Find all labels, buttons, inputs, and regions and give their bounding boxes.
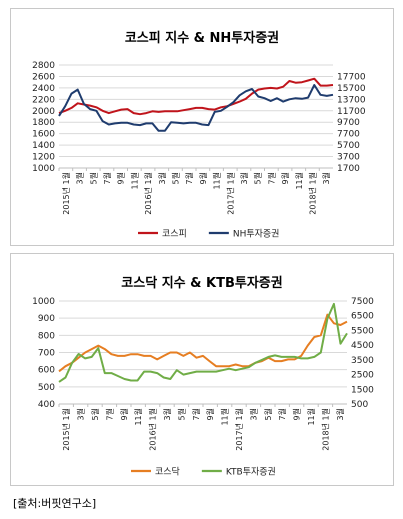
x-tick-label: 7월 — [191, 408, 201, 420]
x-tick-label: 3월 — [321, 172, 331, 184]
x-tick-label: 2017년 1월 — [234, 408, 244, 451]
x-tick-label: 2015년 1월 — [61, 408, 71, 451]
x-tick-label: 3월 — [157, 172, 167, 184]
legend-label: 코스닥 — [155, 467, 180, 478]
x-tick-label: 11월 — [306, 408, 316, 426]
x-tick-label: 2017년 1월 — [225, 172, 235, 215]
y-left-tick-label: 2800 — [32, 61, 55, 71]
y-right-tick-label: 15700 — [337, 84, 366, 94]
legend-label: NH투자증권 — [233, 228, 280, 240]
y-left-tick-label: 1600 — [32, 130, 55, 140]
source-note: [출처:버핏연구소] — [13, 497, 97, 510]
x-tick-label: 7월 — [277, 408, 287, 420]
x-tick-label: 5월 — [90, 408, 100, 420]
x-tick-label: 9월 — [292, 408, 302, 420]
y-left-tick-label: 2000 — [32, 107, 55, 117]
y-right-tick-label: 500 — [351, 400, 368, 410]
x-tick-label: 7월 — [184, 172, 194, 184]
y-right-tick-label: 3700 — [337, 153, 360, 163]
y-right-tick-label: 9700 — [337, 118, 360, 128]
y-right-tick-label: 11700 — [337, 107, 366, 117]
y-left-tick-label: 1200 — [32, 153, 55, 163]
kospi-nh-chart-panel: 코스피 지수 & NH투자증권 1000 1200 1400 1600 1800 2000… — [10, 8, 394, 246]
x-tick-label: 3월 — [75, 172, 85, 184]
x-tick-label: 9월 — [198, 172, 208, 184]
series-line-2 — [58, 84, 334, 132]
x-tick-label: 5월 — [253, 172, 263, 184]
x-tick-label: 5월 — [170, 172, 180, 184]
y-right-tick-label: 1500 — [351, 385, 374, 395]
x-tick-label: 3월 — [162, 408, 172, 420]
x-tick-label: 2018년 1월 — [320, 408, 330, 451]
y-right-tick-label: 7500 — [351, 297, 374, 307]
x-tick-label: 5월 — [176, 408, 186, 420]
kosdaq-ktb-chart: 400 500 600 700 800 900 1000 500 1500 2500 3500 450… — [32, 297, 374, 478]
y-left-tick-label: 400 — [38, 400, 55, 410]
x-tick-label: 7월 — [102, 172, 112, 184]
x-tick-label: 3월 — [239, 172, 249, 184]
x-tick-label: 11월 — [133, 408, 143, 426]
y-left-tick-label: 600 — [38, 366, 55, 376]
x-tick-label: 3월 — [248, 408, 258, 420]
x-tick-label: 5월 — [88, 172, 98, 184]
legend-label: 코스피 — [162, 229, 187, 240]
x-tick-label: 11월 — [212, 172, 222, 190]
y-right-tick-label: 3500 — [351, 356, 374, 366]
x-tick-label: 7월 — [266, 172, 276, 184]
chart-title: 코스닥 지수 & KTB투자증권 — [121, 276, 283, 291]
y-right-tick-label: 6500 — [351, 312, 374, 322]
kosdaq-ktb-chart-panel: 코스닥 지수 & KTB투자증권 400 500 600 700 800 900 1000 5… — [10, 253, 394, 486]
y-left-tick-label: 2400 — [32, 84, 55, 94]
y-left-tick-label: 1400 — [32, 141, 55, 151]
x-tick-label: 11월 — [294, 172, 304, 190]
x-tick-label: 11월 — [129, 172, 139, 190]
x-tick-label: 11월 — [220, 408, 230, 426]
y-left-tick-label: 1000 — [32, 164, 55, 174]
x-tick-label: 2016년 1월 — [148, 408, 158, 451]
x-tick-label: 2018년 1월 — [307, 172, 317, 215]
y-left-tick-label: 1000 — [32, 297, 55, 307]
chart-title: 코스피 지수 & NH투자증권 — [124, 31, 280, 46]
y-left-tick-label: 2600 — [32, 72, 55, 82]
y-right-tick-label: 17700 — [337, 72, 366, 82]
series-line-2 — [58, 302, 348, 383]
y-right-tick-label: 5700 — [337, 141, 360, 151]
x-tick-label: 2015년 1월 — [61, 172, 71, 215]
x-tick-label: 2016년 1월 — [143, 172, 153, 215]
x-tick-label: 5월 — [263, 408, 273, 420]
x-tick-label: 9월 — [116, 172, 126, 184]
legend-label: KTB투자증권 — [226, 466, 276, 478]
series-line-1 — [58, 77, 334, 116]
y-right-tick-label: 7700 — [337, 130, 360, 140]
y-left-tick-label: 900 — [38, 314, 55, 324]
y-right-tick-label: 2500 — [351, 371, 374, 381]
y-left-tick-label: 1800 — [32, 118, 55, 128]
y-left-tick-label: 500 — [38, 383, 55, 393]
x-tick-label: 3월 — [76, 408, 86, 420]
y-left-tick-label: 700 — [38, 349, 55, 359]
y-right-tick-label: 1700 — [337, 164, 360, 174]
y-left-tick-label: 2200 — [32, 95, 55, 105]
y-right-tick-label: 4500 — [351, 341, 374, 351]
x-tick-label: 9월 — [280, 172, 290, 184]
x-tick-label: 9월 — [119, 408, 129, 420]
y-left-tick-label: 800 — [38, 331, 55, 341]
x-tick-label: 3월 — [335, 408, 345, 420]
y-right-tick-label: 13700 — [337, 95, 366, 105]
x-tick-label: 9월 — [205, 408, 215, 420]
x-tick-label: 7월 — [104, 408, 114, 420]
y-right-tick-label: 5500 — [351, 326, 374, 336]
